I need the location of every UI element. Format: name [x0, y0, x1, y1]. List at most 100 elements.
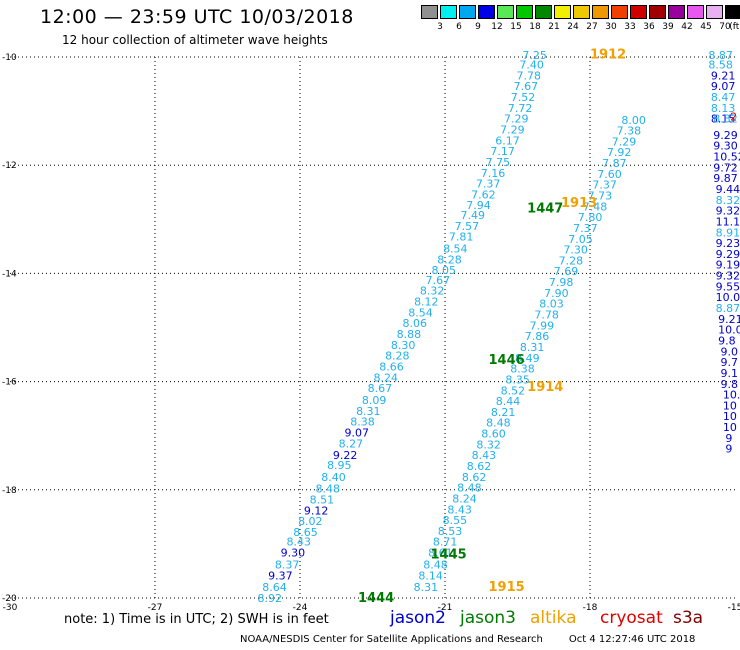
wave-height-label: 8.53	[438, 525, 463, 538]
wave-height-label: 8.27	[339, 437, 364, 450]
wave-height-label: 8.48	[486, 417, 511, 430]
wave-height-label: 7.16	[481, 167, 506, 180]
legend-label: 18	[529, 22, 541, 32]
wave-height-label: 8.64	[262, 581, 287, 594]
legend-label: 42	[681, 22, 693, 32]
wave-height-label: 9.87	[713, 172, 738, 185]
wave-height-label: 9.22	[333, 449, 358, 462]
wave-height-label: 9.30	[713, 140, 738, 153]
legend-label: 15	[510, 22, 522, 32]
wave-height-label: 8.32	[420, 285, 445, 298]
legend-swatch	[611, 5, 628, 19]
wave-height-label: 7.92	[607, 146, 632, 159]
wave-height-label: 9.72	[713, 161, 738, 174]
wave-height-label: 8.71	[433, 536, 458, 549]
wave-height-label: 2	[730, 111, 737, 124]
pass-time-label: 1913	[561, 196, 597, 211]
wave-height-label: 8.43	[286, 536, 311, 549]
wave-height-label: 9.44	[716, 183, 740, 196]
wave-height-label: 8.54	[408, 306, 433, 319]
wave-height-label: 7.38	[617, 125, 642, 138]
wave-height-label: 7.86	[525, 330, 550, 343]
wave-height-label: 8.31	[414, 581, 439, 594]
wave-height-label: 10	[723, 410, 737, 423]
wave-height-label: 9.21	[718, 313, 740, 326]
legend-label: 6	[456, 22, 462, 32]
footer-credit: NOAA/NESDIS Center for Satellite Applica…	[240, 634, 695, 645]
x-tick-label: -27	[148, 603, 163, 613]
pass-time-label: 1445	[431, 548, 467, 563]
satellite-label-jason2: jason2	[390, 608, 446, 628]
legend-swatch	[630, 5, 647, 19]
wave-height-label: 8.28	[385, 350, 410, 363]
wave-height-label: 8.31	[356, 405, 381, 418]
wave-height-label: 10	[723, 399, 737, 412]
wave-height-label: 8.30	[391, 339, 416, 352]
wave-height-label: 7.29	[612, 135, 637, 148]
wave-height-label: 8.44	[496, 395, 521, 408]
wave-height-label: 8.21	[491, 406, 515, 419]
legend-label: 33	[624, 22, 636, 32]
wave-height-label: 8.49	[515, 352, 540, 365]
wave-height-label: 8.52	[501, 384, 526, 397]
wave-height-label: 8.32	[716, 194, 740, 207]
wave-height-label: 8.35	[505, 373, 529, 386]
legend-swatch	[497, 5, 514, 19]
wave-height-label: 7.80	[578, 211, 603, 224]
legend-label: 9	[475, 22, 481, 32]
wave-height-label: 8.88	[397, 328, 422, 341]
wave-height-label: 9	[725, 432, 732, 445]
wave-height-label: 8.62	[467, 460, 492, 473]
x-tick-label: -30	[3, 603, 18, 613]
legend-label: 39	[662, 22, 674, 32]
legend-swatch	[554, 5, 571, 19]
wave-height-label: 7.57	[455, 220, 480, 233]
wave-height-label: 7.37	[476, 178, 501, 191]
wave-height-label: 7.78	[517, 69, 542, 82]
wave-height-label: 8.87	[708, 49, 733, 62]
map-subtitle: 12 hour collection of altimeter wave hei…	[62, 33, 328, 47]
pass-time-label: 1914	[527, 380, 563, 395]
wave-height-label: 8.92	[257, 592, 282, 605]
legend-label: 3	[437, 22, 443, 32]
satellite-label-altika: altika	[530, 608, 577, 628]
pass-time-label: 1447	[527, 201, 563, 216]
legend-swatch	[478, 5, 495, 19]
wave-height-label: 7.40	[519, 59, 544, 72]
wave-height-label: 7.94	[466, 199, 491, 212]
wave-height-label: 8.66	[379, 360, 404, 373]
legend-swatch	[649, 5, 666, 19]
satellite-label-cryosat: cryosat	[600, 608, 663, 628]
wave-height-label: 7.62	[471, 188, 496, 201]
legend-label: 27	[586, 22, 598, 32]
wave-height-label: 8.13	[711, 102, 736, 115]
legend-label: 24	[567, 22, 579, 32]
wave-height-label: 9.07	[711, 80, 736, 93]
wave-height-label: 8.12	[414, 296, 439, 309]
legend-swatch	[535, 5, 552, 19]
wave-height-label: 7.75	[486, 156, 511, 169]
wave-height-label: 9.7	[721, 356, 739, 369]
map-title: 12:00 — 23:59 UTC 10/03/2018	[40, 6, 354, 28]
wave-height-label: 9.0	[721, 345, 739, 358]
legend-swatch	[668, 5, 685, 19]
y-tick-label: -20	[2, 594, 17, 604]
wave-height-label: 8.87	[716, 302, 740, 315]
wave-height-label: 9.32	[716, 270, 740, 283]
wave-height-label: 9.8	[721, 378, 739, 391]
wave-height-label: 9.21	[711, 69, 736, 82]
legend-swatch	[592, 5, 609, 19]
wave-height-label: 8.05	[431, 264, 456, 277]
wave-height-label: 9.32	[716, 205, 740, 218]
wave-height-label: 10.52	[713, 151, 740, 164]
wave-height-label: 8.47	[711, 91, 736, 104]
wave-height-label: 8.03	[539, 298, 564, 311]
wave-height-label: 7.73	[588, 189, 613, 202]
wave-height-label: 7.17	[490, 145, 515, 158]
wave-height-label: 8.91	[716, 226, 740, 239]
pass-time-label: 1446	[489, 353, 525, 368]
wave-height-label: 7.28	[559, 254, 584, 267]
wave-height-label: 10	[723, 421, 737, 434]
wave-height-label: 11.11	[716, 215, 740, 228]
y-tick-label: -18	[2, 486, 17, 496]
